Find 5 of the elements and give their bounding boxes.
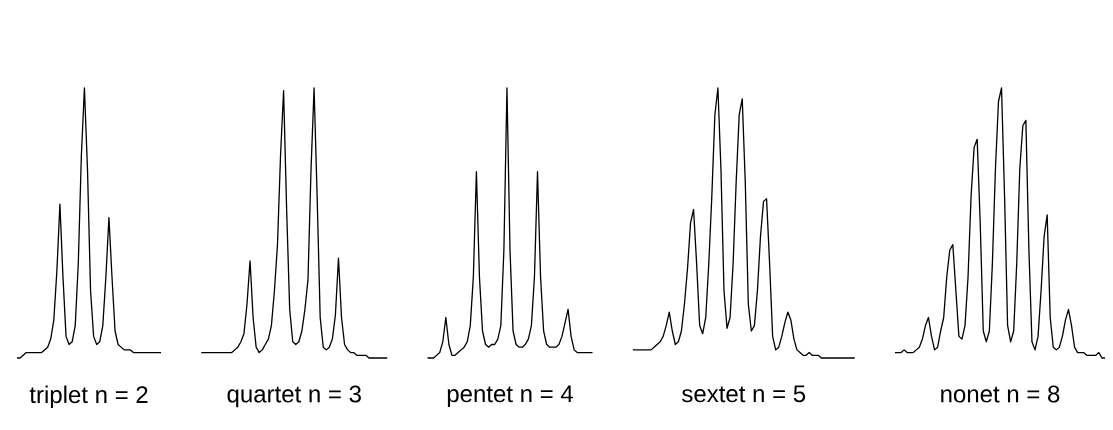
text: triplet n = 2 bbox=[29, 385, 148, 408]
text: quartet n = 3 bbox=[227, 385, 361, 408]
text: pentet n = 4 bbox=[447, 385, 573, 408]
text: sextet n = 5 bbox=[682, 385, 806, 403]
text: nonet n = 8 bbox=[941, 385, 1060, 403]
